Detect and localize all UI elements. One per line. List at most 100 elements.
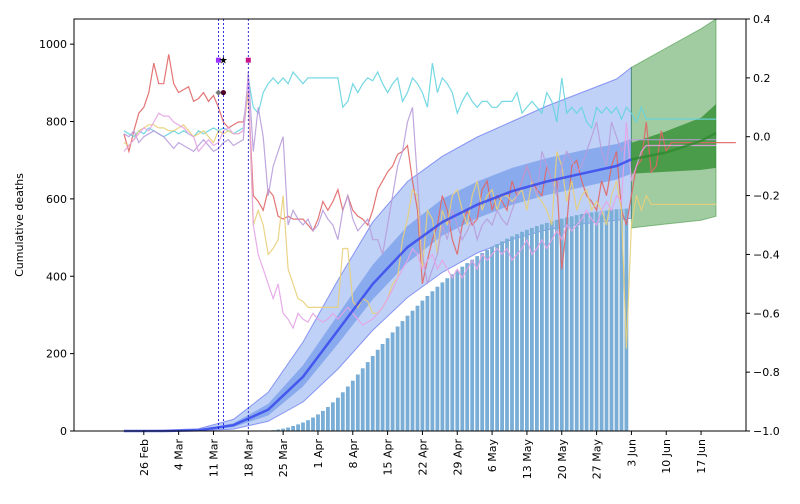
left-tick-label: 1000 xyxy=(39,38,67,51)
right-tick-label: 0.0 xyxy=(753,131,771,144)
bar xyxy=(595,212,599,431)
y-axis-label: Cumulative deaths xyxy=(13,173,26,277)
x-tick-label: 10 Jun xyxy=(660,439,673,474)
event-marker xyxy=(215,90,221,96)
bar xyxy=(431,291,435,431)
bar xyxy=(351,381,355,431)
bar xyxy=(326,407,330,431)
bar xyxy=(386,338,390,431)
x-tick-label: 18 Mar xyxy=(242,439,255,478)
bar xyxy=(301,423,305,432)
right-tick-label: 0.4 xyxy=(753,13,771,26)
x-tick-label: 29 Apr xyxy=(451,439,464,476)
bar xyxy=(321,411,325,431)
bar xyxy=(605,211,609,432)
right-tick-label: −0.8 xyxy=(753,366,780,379)
bar xyxy=(490,247,494,431)
bar xyxy=(291,426,295,431)
bar xyxy=(341,392,345,431)
bar xyxy=(465,263,469,431)
bar xyxy=(396,327,400,432)
bar xyxy=(500,241,504,431)
bar xyxy=(485,250,489,431)
x-tick-label: 17 Jun xyxy=(695,439,708,474)
bar xyxy=(585,213,589,431)
x-tick-label: 8 Apr xyxy=(347,439,360,469)
x-tick-label: 15 Apr xyxy=(382,439,395,476)
x-tick-label: 25 Mar xyxy=(277,439,290,478)
bar xyxy=(495,244,499,431)
bar xyxy=(565,218,569,432)
bar xyxy=(421,301,425,431)
x-tick-label: 3 Jun xyxy=(625,439,638,467)
bar xyxy=(475,256,479,431)
bar xyxy=(530,228,534,431)
bar xyxy=(515,234,519,431)
bar xyxy=(306,420,310,431)
x-tick-label: 13 May xyxy=(521,439,534,480)
bar xyxy=(331,402,335,431)
bar xyxy=(366,362,370,431)
bar xyxy=(450,274,454,431)
right-tick-label: −0.2 xyxy=(753,190,780,203)
bar xyxy=(381,344,385,431)
bar xyxy=(540,224,544,431)
bar xyxy=(615,209,619,431)
bar xyxy=(436,287,440,431)
bar xyxy=(505,239,509,431)
bar xyxy=(470,260,474,431)
bar xyxy=(610,210,614,431)
bar xyxy=(406,316,410,431)
event-marker: ★ xyxy=(219,56,228,67)
bar xyxy=(555,220,559,431)
bar xyxy=(520,232,524,431)
x-tick-label: 26 Feb xyxy=(138,439,151,476)
event-lines: ★ xyxy=(215,19,250,431)
bar xyxy=(570,216,574,431)
bar xyxy=(346,387,350,432)
bar xyxy=(455,271,459,432)
bar xyxy=(336,398,340,431)
bar xyxy=(575,215,579,431)
x-tick-label: 4 Mar xyxy=(173,439,186,471)
bar xyxy=(480,253,484,431)
bar xyxy=(545,223,549,431)
bar xyxy=(311,418,315,432)
bar xyxy=(401,321,405,431)
bar xyxy=(535,226,539,431)
bar xyxy=(371,356,375,431)
left-tick-label: 200 xyxy=(46,348,67,361)
x-tick-label: 1 Apr xyxy=(312,439,325,469)
x-tick-label: 27 May xyxy=(591,439,604,480)
bar xyxy=(316,414,320,431)
x-tick-label: 6 May xyxy=(486,439,499,473)
bar xyxy=(286,428,290,432)
bar xyxy=(361,368,365,431)
bar xyxy=(411,311,415,431)
right-tick-label: −0.6 xyxy=(753,307,780,320)
left-tick-label: 400 xyxy=(46,270,67,283)
bar xyxy=(460,267,464,431)
right-tick-label: −1.0 xyxy=(753,425,780,438)
x-tick-label: 11 Mar xyxy=(207,439,220,478)
bar xyxy=(600,211,604,431)
bar xyxy=(445,278,449,431)
event-marker xyxy=(221,90,226,95)
bar xyxy=(580,214,584,431)
left-tick-label: 0 xyxy=(60,425,67,438)
bar xyxy=(510,236,514,431)
bar xyxy=(416,306,420,431)
bar xyxy=(376,350,380,431)
bar xyxy=(441,282,445,431)
left-tick-label: 600 xyxy=(46,193,67,206)
x-tick-label: 20 May xyxy=(556,439,569,480)
event-marker xyxy=(246,58,251,63)
bar xyxy=(525,230,529,431)
bar xyxy=(391,332,395,431)
right-tick-label: 0.2 xyxy=(753,72,771,85)
bar xyxy=(590,212,594,431)
right-tick-label: −0.4 xyxy=(753,248,780,261)
bar xyxy=(356,375,360,432)
